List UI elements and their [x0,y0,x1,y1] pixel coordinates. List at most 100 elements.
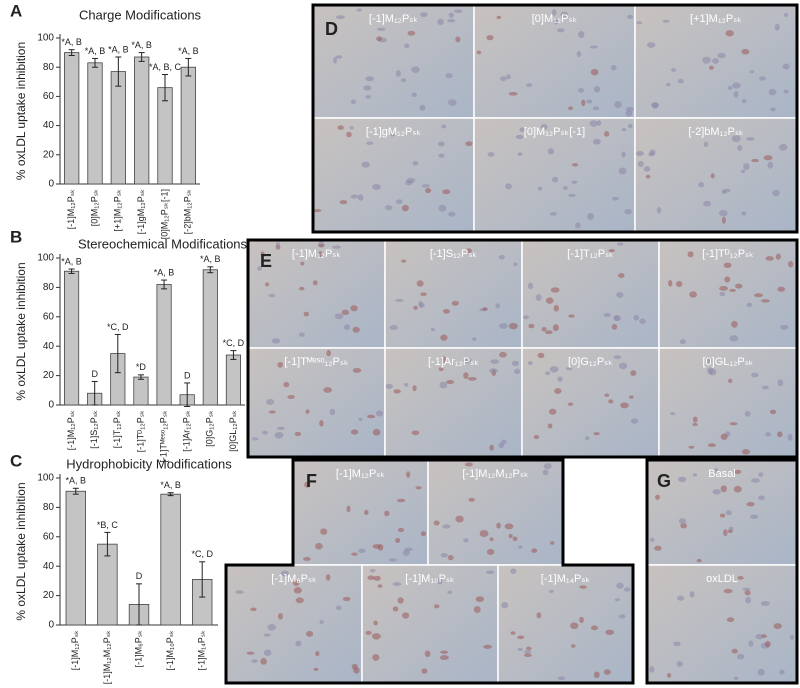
cell-texture [562,185,568,190]
cell-texture [397,527,405,533]
cell-texture [750,514,759,519]
cell-texture [550,541,555,545]
cell-texture [727,529,734,534]
cell-texture [325,574,331,581]
cell-texture [260,251,265,257]
x-tick-label: [-1]gM₁₂Pₛₖ [136,189,146,234]
cell-texture [315,542,323,550]
cell-texture [549,408,557,415]
significance-label: D [136,571,143,581]
micrograph-label: [-1]Tᴰ₁₂Pₛₖ [702,248,754,260]
cell-texture [550,287,560,293]
cell-texture [299,286,305,291]
cell-texture [732,82,741,89]
cell-texture [366,414,376,419]
cell-texture [298,332,305,337]
cell-texture [760,601,770,606]
y-tick-label: 80 [43,282,55,293]
cell-texture [352,367,362,373]
cell-texture [593,671,600,679]
cell-texture [446,379,455,385]
cell-texture [611,324,618,330]
cell-texture [346,505,351,513]
cell-texture [596,120,602,126]
cell-texture [587,213,595,220]
cell-texture [720,433,728,440]
cell-texture [517,647,523,652]
cell-texture [287,395,295,399]
cell-texture [783,12,789,17]
micrograph [522,348,659,457]
cell-texture [524,650,532,654]
cell-texture [677,476,687,483]
cell-texture [765,256,774,261]
cell-texture [722,188,731,193]
cell-texture [552,324,559,332]
cell-texture [745,137,755,141]
cell-texture [406,471,411,478]
cell-texture [689,291,697,298]
significance-label: D [91,369,98,379]
cell-texture [613,315,622,321]
x-tick-label: [+1]M₁₂Pₛₖ [113,189,123,232]
cell-texture [495,303,501,309]
cell-texture [627,123,633,129]
error-bar [114,333,121,374]
cell-texture [425,187,432,194]
cell-texture [645,174,651,179]
cell-texture [746,302,753,308]
cell-texture [625,110,633,117]
cell-texture [506,74,511,80]
cell-texture [318,251,323,258]
cell-texture [246,651,255,655]
micrograph [659,240,797,348]
micrograph-label: [-1]gM₁₂Pₛₖ [366,126,421,138]
cell-texture [395,537,401,544]
cell-texture [271,338,281,344]
cell-texture [610,64,617,71]
cell-texture [292,580,300,587]
cell-texture [319,620,324,624]
cell-texture [692,416,698,423]
cell-texture [440,650,449,654]
cell-texture [768,88,777,96]
y-tick-label: 20 [43,149,55,160]
cell-texture [548,589,554,593]
cell-texture [545,371,551,376]
cell-texture [373,620,378,626]
cell-texture [371,633,381,640]
significance-label: *B, C [97,520,119,530]
y-axis-label: % oxLDL uptake inhibition [14,482,28,620]
y-tick-label: 0 [48,400,54,411]
cell-texture [504,523,514,530]
cell-texture [775,253,781,260]
cell-texture [719,286,729,291]
cell-texture [741,48,750,55]
cell-texture [400,78,407,83]
panel-frame [645,458,799,685]
micrograph-label: [+1]M₁₂Pₛₖ [690,13,742,25]
cell-texture [687,251,694,258]
cell-texture [589,120,598,127]
cell-texture [433,604,440,609]
cell-texture [770,107,776,112]
cell-texture [364,509,369,516]
cell-texture [605,629,615,635]
cell-texture [479,530,489,537]
significance-label: *A, B [160,480,181,490]
y-axis-label: % oxLDL uptake inhibition [14,262,28,400]
cell-texture [320,528,328,535]
error-bar [207,266,214,274]
cell-texture [268,293,276,298]
cell-texture [593,86,601,93]
cell-texture [737,144,743,151]
cell-texture [274,431,284,439]
cell-texture [692,422,698,427]
cell-texture [537,186,543,191]
cell-texture [630,370,637,376]
chart-title: Stereochemical Modifications [78,236,248,251]
cell-texture [468,497,475,502]
cell-texture [396,498,406,503]
cell-texture [388,558,398,562]
cell-texture [365,95,372,99]
